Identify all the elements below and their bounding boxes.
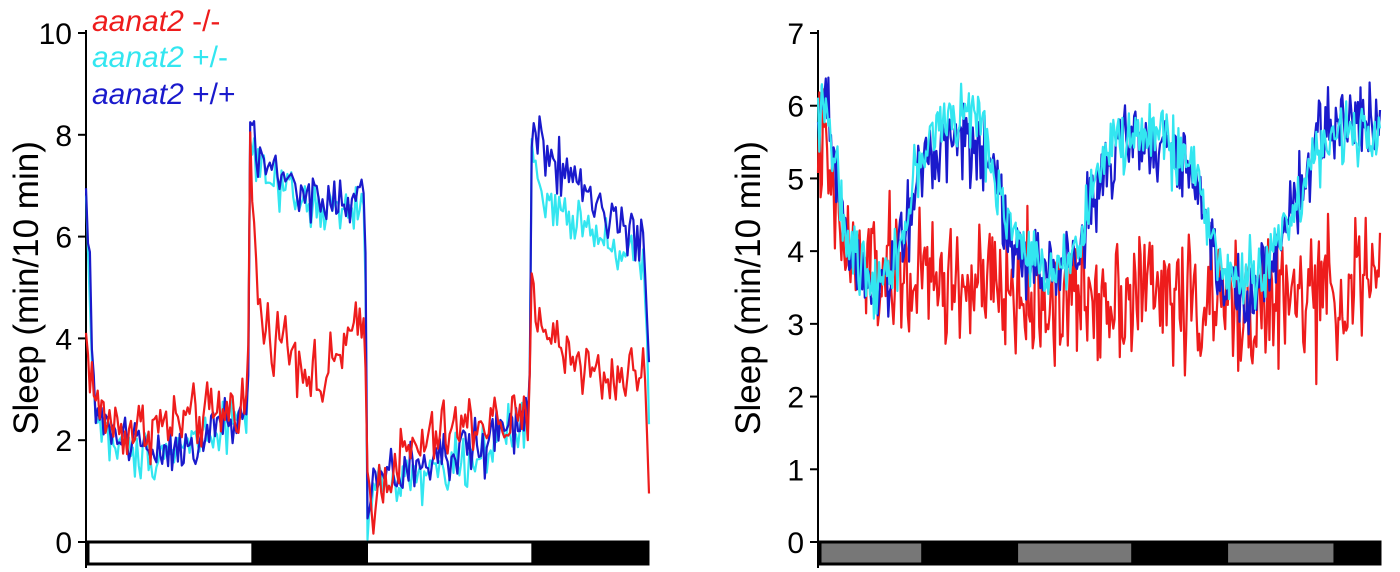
left-bar-segment-dark [531, 542, 648, 564]
left-y-tick-label: 10 [39, 18, 72, 51]
right-y-tick-label: 4 [787, 236, 804, 269]
right-bar-segment-subjective-day [1228, 542, 1334, 564]
left-bar-border [86, 540, 650, 566]
left-y-axis-ticks: 0 2 4 6 8 10 [39, 18, 86, 560]
right-y-tick-label: 7 [787, 18, 804, 51]
right-bar-border [818, 540, 1382, 566]
right-y-tick-label: 2 [787, 382, 804, 415]
right-bar-segment-dark [1333, 542, 1380, 564]
left-y-tick-label: 0 [55, 527, 72, 560]
left-bar-segment-light [88, 542, 252, 564]
right-y-axis-title: Sleep (min/10 min) [729, 141, 768, 435]
right-series-het [816, 82, 1382, 320]
left-y-tick-label: 2 [55, 425, 72, 458]
left-y-axis-title: Sleep (min/10 min) [7, 141, 46, 435]
legend-entry-wild: aanat2 +/+ [92, 78, 235, 111]
left-series-lines [84, 115, 651, 541]
right-y-tick-label: 6 [787, 91, 804, 124]
right-series-mutant [816, 88, 1382, 386]
legend-genotype-mutant: -/- [192, 5, 220, 38]
right-y-tick-label: 5 [787, 163, 804, 196]
right-y-axis-ticks: 0 1 2 3 4 5 6 7 [787, 18, 818, 560]
right-y-tick-label: 0 [787, 527, 804, 560]
right-y-tick-label: 1 [787, 454, 804, 487]
left-bar-segment-dark [251, 542, 368, 564]
left-y-tick-label: 6 [55, 222, 72, 255]
right-light-dark-bar [818, 540, 1382, 566]
left-chart-panel: Sleep (min/10 min) 0 2 4 6 8 10 [7, 18, 651, 568]
right-bar-segment-dark [1131, 542, 1229, 564]
legend-genotype-wild: +/+ [192, 78, 235, 111]
left-y-tick-label: 4 [55, 323, 72, 356]
legend-gene-het: aanat2 [92, 41, 184, 74]
legend-entry-het: aanat2 +/- [92, 41, 228, 74]
right-bar-segment-dark [921, 542, 1019, 564]
legend-gene-mutant: aanat2 [92, 5, 184, 38]
right-y-tick-label: 3 [787, 309, 804, 342]
right-series-lines [816, 76, 1382, 386]
left-series-mutant [84, 131, 651, 535]
right-series-wild [816, 76, 1382, 336]
legend: aanat2 -/- aanat2 +/- aanat2 +/+ [92, 5, 235, 111]
legend-genotype-het: +/- [192, 41, 228, 74]
left-bar-segment-light [368, 542, 532, 564]
right-chart-panel: Sleep (min/10 min) 0 1 2 3 4 5 6 7 [729, 18, 1382, 568]
right-bar-segment-subjective-day [820, 542, 922, 564]
legend-gene-wild: aanat2 [92, 78, 184, 111]
left-y-tick-label: 8 [55, 120, 72, 153]
legend-entry-mutant: aanat2 -/- [92, 5, 220, 38]
left-series-wild [84, 115, 651, 520]
right-bar-segment-subjective-day [1018, 542, 1132, 564]
left-light-dark-bar [86, 540, 650, 566]
